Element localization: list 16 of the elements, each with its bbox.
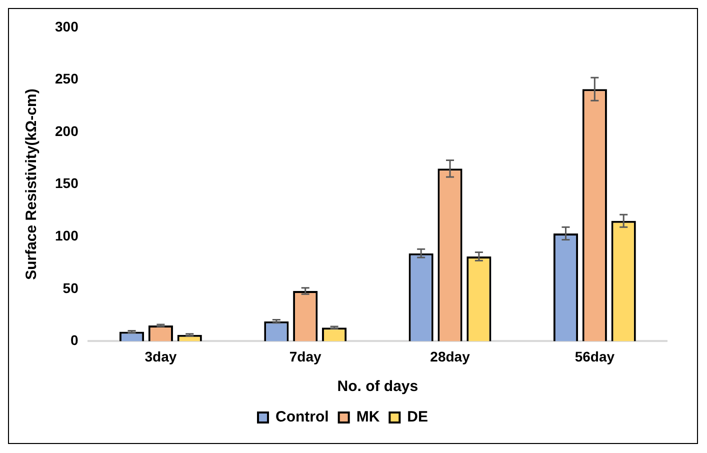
legend-label: DE: [407, 408, 428, 426]
legend-label: Control: [276, 408, 329, 426]
y-axis-title: Surface Resistivity(kΩ-cm): [23, 88, 40, 280]
y-tick-label: 250: [55, 70, 79, 87]
x-tick-label: 3day: [144, 348, 177, 364]
legend-label: MK: [356, 408, 380, 426]
y-tick-label: 200: [55, 122, 79, 139]
x-tick-label: 28day: [430, 348, 470, 364]
y-tick-label: 0: [70, 332, 79, 348]
y-tick-label: 150: [55, 175, 79, 192]
y-tick-label: 300: [55, 18, 79, 34]
x-tick-label: 56day: [574, 348, 615, 364]
x-tick-label: 7day: [289, 348, 322, 364]
x-axis-title: No. of days: [337, 378, 418, 396]
y-tick-label: 100: [55, 227, 79, 244]
y-tick-label: 50: [62, 280, 79, 296]
